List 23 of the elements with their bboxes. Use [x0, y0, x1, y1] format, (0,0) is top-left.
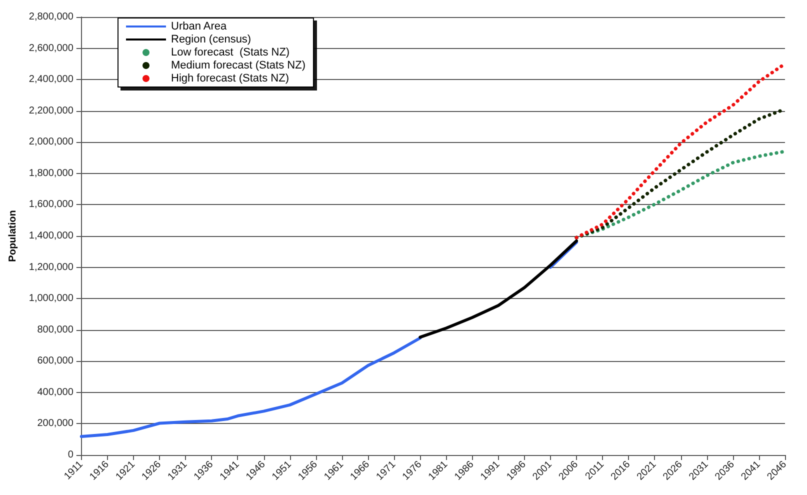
- y-tick-label: 200,000: [37, 418, 74, 430]
- y-tick-label: 2,600,000: [28, 42, 74, 54]
- legend-label: Low forecast (Stats NZ): [171, 46, 290, 58]
- legend-label: Urban Area: [171, 20, 228, 32]
- legend-label: Region (census): [171, 34, 252, 46]
- y-tick-label: 1,000,000: [28, 293, 74, 304]
- legend-label: Medium forecast (Stats NZ): [171, 60, 306, 72]
- line-series: [574, 150, 787, 240]
- y-tick-label: 2,400,000: [28, 74, 74, 86]
- y-axis-title: Population: [8, 210, 18, 262]
- y-tick-label: 1,800,000: [28, 168, 74, 179]
- y-tick-label: 1,600,000: [28, 199, 74, 210]
- y-tick-label: 600,000: [37, 356, 74, 367]
- y-tick-label: 0: [68, 450, 74, 460]
- y-tick-label: 1,400,000: [28, 230, 74, 242]
- legend-label: High forecast (Stats NZ): [171, 72, 289, 84]
- y-tick-label: 2,800,000: [28, 12, 74, 22]
- y-tick-label: 800,000: [37, 324, 74, 336]
- y-tick-label: 2,200,000: [28, 105, 74, 116]
- y-tick-label: 2,000,000: [28, 136, 74, 148]
- y-tick-label: 1,200,000: [28, 262, 74, 273]
- line-series: [418, 239, 578, 339]
- y-tick-label: 400,000: [37, 386, 74, 398]
